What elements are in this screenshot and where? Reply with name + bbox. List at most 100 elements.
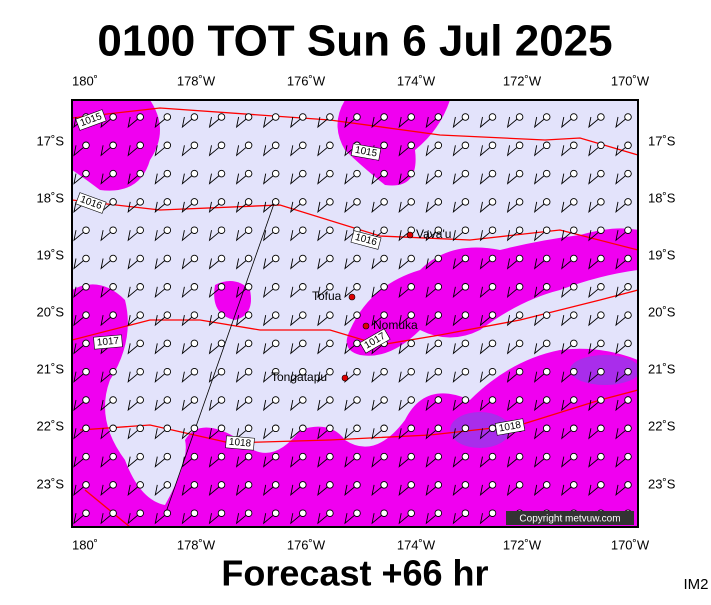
barb (263, 258, 276, 270)
map-frame (71, 99, 639, 528)
barb (181, 286, 195, 298)
station (488, 141, 497, 150)
station (299, 169, 307, 178)
barb (371, 116, 385, 129)
lat-label: 18˚S (648, 190, 676, 205)
barb (561, 399, 575, 412)
lat-label: 21˚S (648, 361, 676, 376)
barb (534, 484, 547, 497)
barb (561, 314, 575, 327)
station (515, 141, 524, 150)
station (353, 481, 361, 489)
station (515, 367, 524, 376)
barb (208, 427, 222, 440)
station (271, 113, 280, 121)
barb (235, 484, 249, 497)
station (82, 141, 90, 150)
barb (534, 343, 547, 355)
station (407, 141, 415, 150)
station (461, 339, 470, 348)
station (407, 396, 415, 404)
station (326, 198, 334, 206)
station (407, 452, 415, 461)
station (407, 367, 415, 376)
station (434, 339, 443, 348)
barb (398, 343, 412, 355)
place-label: Tongatapu (271, 370, 327, 384)
station (109, 254, 117, 263)
station (597, 481, 605, 489)
barb (317, 286, 331, 298)
station (515, 113, 524, 121)
station (434, 254, 443, 263)
isobar-box (350, 230, 382, 250)
station (326, 311, 334, 319)
barb (317, 512, 331, 525)
lon-label: 176˚W (287, 537, 326, 552)
barb (73, 512, 87, 525)
station (542, 226, 551, 234)
barb (588, 144, 602, 157)
barb (452, 258, 466, 270)
barb (615, 399, 629, 412)
station (82, 169, 90, 178)
station (624, 226, 632, 234)
barb (181, 144, 195, 157)
barb (425, 116, 439, 129)
barb (317, 258, 331, 270)
station (326, 396, 334, 404)
lon-label: 178˚W (177, 73, 216, 88)
barb (588, 201, 602, 214)
station (136, 452, 144, 461)
station (488, 339, 497, 348)
station (570, 254, 578, 263)
barb (479, 314, 493, 327)
isobar-box (93, 334, 123, 350)
station (271, 452, 280, 461)
station (461, 396, 470, 404)
barb (371, 173, 385, 185)
barb (317, 173, 331, 185)
barb (154, 144, 168, 157)
station (353, 254, 361, 263)
barb (73, 484, 87, 497)
isobars (72, 107, 638, 527)
barb (181, 201, 195, 214)
station (217, 509, 226, 517)
station (190, 169, 199, 178)
barb (290, 314, 304, 327)
station (461, 283, 470, 291)
barb (127, 399, 141, 412)
barb (479, 512, 493, 525)
barb (344, 343, 358, 355)
lon-label: 170˚W (611, 73, 650, 88)
barb (534, 144, 547, 157)
station (109, 198, 117, 206)
barb (506, 399, 520, 412)
station (515, 452, 524, 461)
station (271, 169, 280, 178)
barb (154, 484, 168, 497)
title: 0100 TOT Sun 6 Jul 2025 (97, 17, 612, 66)
station (461, 367, 470, 376)
station (542, 141, 551, 150)
station (109, 452, 117, 461)
station (326, 113, 334, 121)
station (163, 226, 172, 234)
station (542, 311, 551, 319)
barb (398, 427, 412, 440)
barb (127, 484, 141, 497)
station (570, 311, 578, 319)
station (515, 311, 524, 319)
station (624, 254, 632, 263)
isobar-tag: 1018 (494, 418, 526, 436)
barb (317, 314, 331, 327)
lon-label: 178˚W (177, 537, 216, 552)
station (163, 198, 172, 206)
barb (452, 201, 466, 214)
station (488, 424, 497, 433)
barb (73, 286, 87, 298)
barb (208, 343, 222, 355)
station (542, 452, 551, 461)
barb (100, 144, 114, 157)
